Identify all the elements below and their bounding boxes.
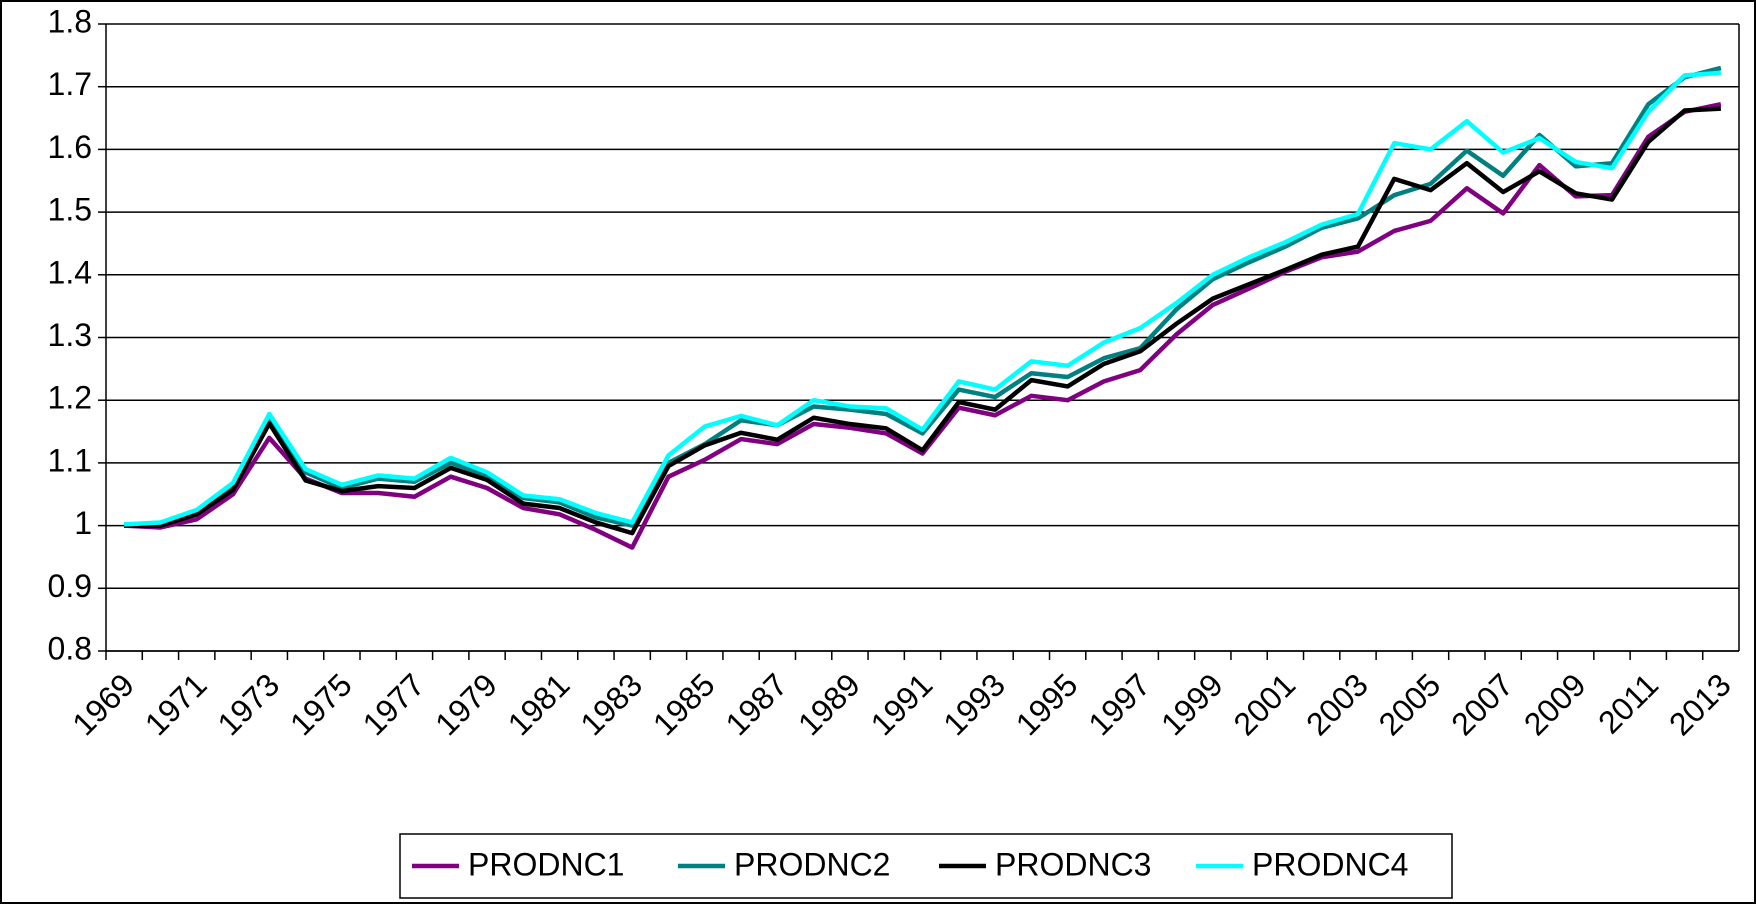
- legend-box: [399, 833, 1453, 899]
- y-tick-label: 0.8: [48, 630, 92, 666]
- legend-label: PRODNC4: [1252, 846, 1408, 882]
- legend-label: PRODNC2: [734, 846, 890, 882]
- series-line: [124, 102, 1722, 550]
- y-tick-label: 0.9: [48, 568, 92, 604]
- y-tick-label: 1.4: [48, 254, 92, 290]
- legend: PRODNC1 PRODNC2 PRODNC3 PRODNC4: [399, 833, 1453, 899]
- y-tick-label: 1.1: [48, 442, 92, 478]
- legend-label: PRODNC1: [468, 846, 624, 882]
- series-line: [124, 70, 1722, 527]
- y-tick-label: 1.6: [48, 129, 92, 165]
- y-tick-label: 1.3: [48, 317, 92, 353]
- y-tick-label: 1.7: [48, 66, 92, 102]
- series-line: [124, 65, 1722, 528]
- legend-label: PRODNC3: [995, 846, 1151, 882]
- series-line: [124, 106, 1721, 536]
- y-tick-label: 1.5: [48, 192, 92, 228]
- y-tick-label: 1: [74, 505, 92, 541]
- y-tick-label: 1.2: [48, 380, 92, 416]
- y-tick-label: 1.8: [48, 3, 92, 39]
